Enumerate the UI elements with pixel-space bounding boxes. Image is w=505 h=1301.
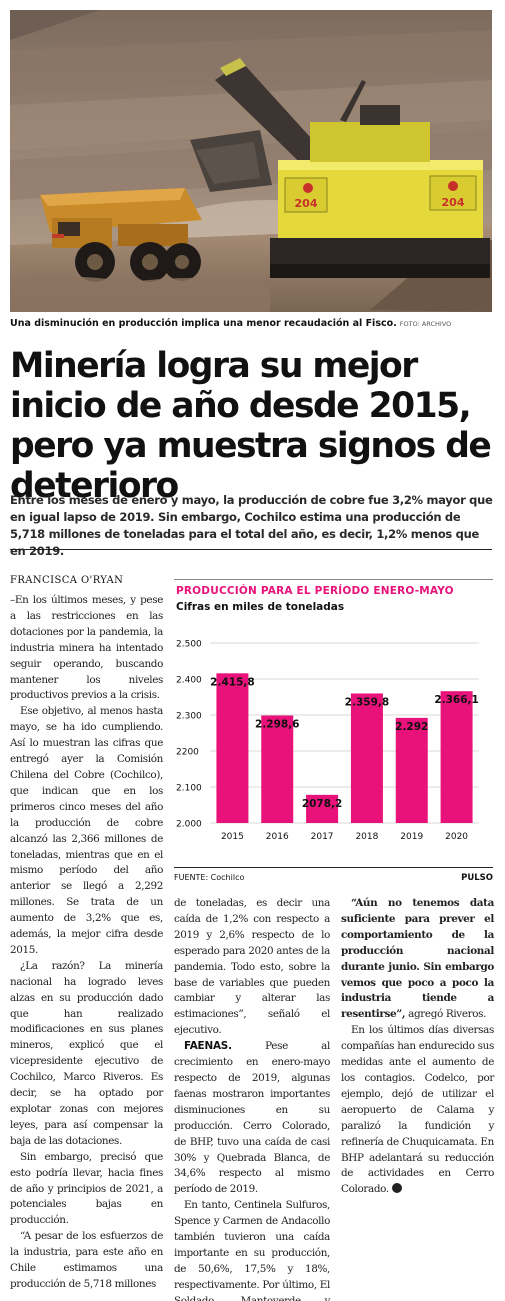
body-paragraph-3: ¿La razón? La minería nacional ha lograd… <box>10 959 163 1147</box>
mining-photo: 204 204 <box>10 10 492 312</box>
bar-value-label: 2.298,6 <box>255 719 300 731</box>
chart-brand: PULSO <box>461 873 493 883</box>
article-lead: Entre los meses de enero y mayo, la prod… <box>10 493 493 558</box>
y-tick-label: 2.400 <box>176 676 202 686</box>
body-column-2: de toneladas, es decir una caída de 1,2%… <box>174 896 330 1301</box>
shovel-number-label: 204 <box>442 196 465 209</box>
body-paragraph-8-attribution: agregó Riveros. <box>408 1008 487 1021</box>
body-paragraph-9: En los últimos días diversas compañías h… <box>341 1023 494 1198</box>
y-tick-label: 2.000 <box>176 820 202 830</box>
chart-top-rule <box>174 579 493 580</box>
y-tick-label: 2200 <box>176 748 199 758</box>
electric-shovel: 204 204 <box>190 58 490 278</box>
bar-value-label: 2.366,1 <box>434 694 479 706</box>
body-column-1: –En los últimos meses, y pese a las rest… <box>10 593 163 1293</box>
bar-value-label: 2.359,8 <box>345 696 390 708</box>
x-tick-label: 2017 <box>311 832 334 842</box>
x-tick-label: 2019 <box>400 832 423 842</box>
chart-bottom-rule <box>174 867 493 868</box>
bar-2016 <box>261 715 294 823</box>
body-paragraph-7: En tanto, Centinela Sulfuros, Spence y C… <box>174 1199 330 1301</box>
x-tick-label: 2015 <box>221 832 244 842</box>
chart-title: PRODUCCIÓN PARA EL PERÍODO ENERO-MAYO <box>176 585 454 597</box>
y-tick-label: 2.100 <box>176 784 202 794</box>
truck-number-label: 204 <box>295 197 318 210</box>
body-paragraph-4: Sin embargo, precisó que esto podría lle… <box>10 1150 163 1227</box>
section-label-faenas: FAENAS. <box>184 1040 232 1053</box>
lead-divider <box>10 549 492 550</box>
bar-2019 <box>395 717 428 823</box>
article-headline: Minería logra su mejor inicio de año des… <box>10 346 492 506</box>
body-paragraph-1: –En los últimos meses, y pese a las rest… <box>10 594 163 702</box>
x-tick-label: 2018 <box>355 832 378 842</box>
x-tick-label: 2020 <box>445 832 468 842</box>
haul-truck <box>40 188 202 282</box>
body-paragraph-6: FAENAS. Pese al crecimiento en enero-may… <box>174 1039 330 1198</box>
chart-plot: 2.000 2.100 2200 2.300 2.400 2.500 2.415,8 2015… <box>176 640 479 842</box>
x-tick-label: 2016 <box>266 832 289 842</box>
author-byline: FRANCISCA O'RYAN <box>10 575 124 586</box>
body-column-3: “Aún no tenemos data suficiente para pre… <box>341 896 494 1296</box>
bar-2017 <box>306 794 339 823</box>
mining-scene-illustration: 204 204 <box>10 10 492 312</box>
body-paragraph-5-tail: de toneladas, es decir una caída de 1,2%… <box>174 897 330 1037</box>
body-paragraph-5: “A pesar de los esfuerzos de la industri… <box>10 1230 163 1290</box>
article-end-icon <box>391 1183 402 1194</box>
bar-value-label: 2.292 <box>395 721 428 733</box>
body-paragraph-9-text: En los últimos días diversas compañías h… <box>341 1024 494 1196</box>
body-paragraph-8: “Aún no tenemos data suficiente para pre… <box>341 896 494 1023</box>
chart-source: FUENTE: Cochilco <box>174 873 245 882</box>
y-tick-label: 2.300 <box>176 712 202 722</box>
body-paragraph-8-quote: “Aún no tenemos data suficiente para pre… <box>341 897 494 1021</box>
bar-2018 <box>350 693 383 823</box>
bar-2015 <box>216 673 249 823</box>
body-paragraph-6-text: Pese al crecimiento en enero-mayo respec… <box>174 1040 331 1196</box>
production-chart: PRODUCCIÓN PARA EL PERÍODO ENERO-MAYO Ci… <box>174 579 493 889</box>
chart-subtitle: Cifras en miles de toneladas <box>176 601 345 613</box>
bar-value-label: 2078,2 <box>302 798 343 810</box>
y-tick-label: 2.500 <box>176 640 202 650</box>
body-paragraph-5-continued: de toneladas, es decir una caída de 1,2%… <box>174 896 330 1039</box>
photo-credit: FOTO: ARCHIVO <box>399 320 452 328</box>
bar-value-label: 2.415,8 <box>210 676 255 688</box>
bar-2020 <box>440 691 473 823</box>
body-paragraph-2: Ese objetivo, al menos hasta mayo, se ha… <box>10 705 163 956</box>
caption-text: Una disminución en producción implica un… <box>10 318 397 329</box>
photo-caption: Una disminución en producción implica un… <box>10 318 492 329</box>
